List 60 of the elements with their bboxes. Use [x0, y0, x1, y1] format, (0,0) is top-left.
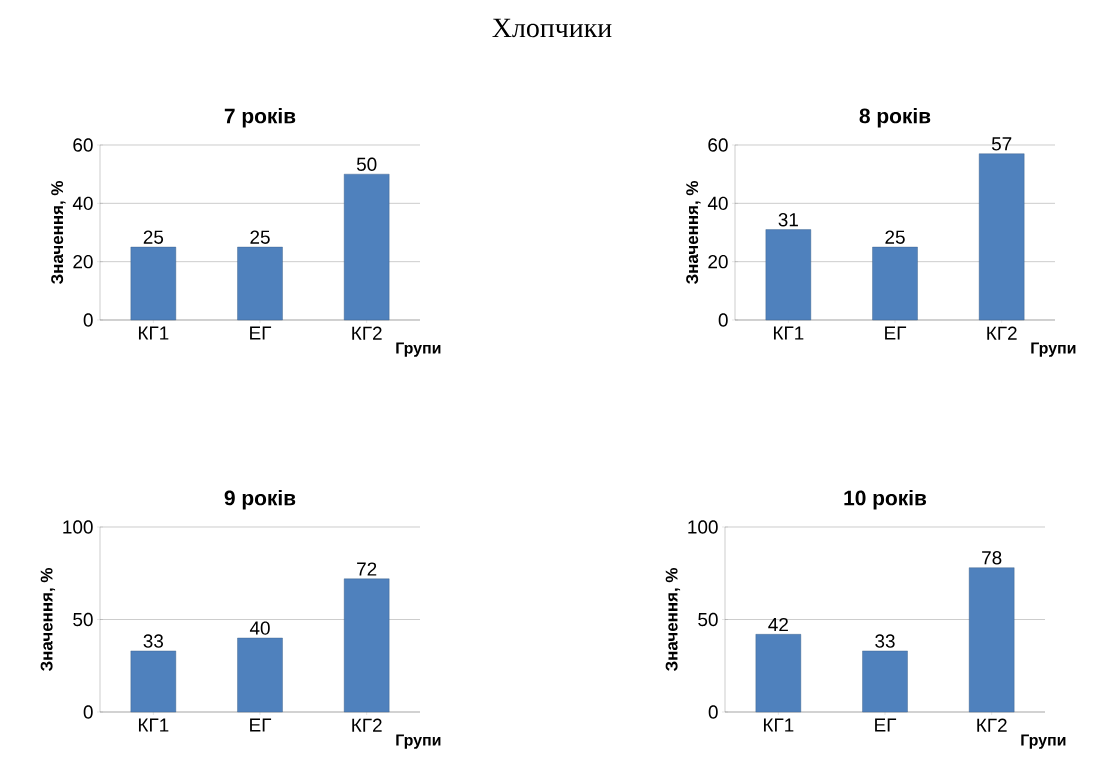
- y-tick-label: 40: [707, 196, 728, 211]
- data-label: 33: [143, 634, 164, 648]
- data-label: 57: [991, 137, 1012, 151]
- bar: [130, 650, 177, 713]
- x-tick-label: КГ1: [138, 326, 169, 340]
- x-tick-label: КГ1: [763, 718, 794, 732]
- y-tick-label: 20: [708, 254, 728, 269]
- data-label: 25: [250, 230, 270, 244]
- y-tick-label: 20: [73, 254, 93, 269]
- data-label: 78: [982, 551, 1002, 565]
- y-axis-title: Значення, %: [686, 181, 701, 285]
- x-axis-title: Групи: [396, 342, 441, 357]
- x-tick-label: КГ2: [977, 718, 1007, 732]
- bar: [872, 246, 918, 321]
- y-tick-label: 100: [688, 520, 718, 534]
- x-tick-label: КГ1: [773, 326, 804, 340]
- data-label: 42: [768, 617, 788, 632]
- data-label: 40: [249, 621, 270, 635]
- y-tick-label: 60: [708, 138, 728, 152]
- x-axis-title: Групи: [396, 734, 441, 749]
- bar: [765, 229, 812, 321]
- y-tick-label: 50: [73, 612, 93, 627]
- x-tick-label: ЕГ: [885, 326, 907, 340]
- x-tick-label: КГ2: [352, 326, 382, 340]
- data-label: 33: [875, 634, 895, 648]
- chart-title: 8 років: [859, 108, 931, 128]
- y-tick-label: 50: [698, 612, 718, 627]
- bar: [862, 650, 908, 713]
- text: Хлопчики: [492, 18, 612, 38]
- bar: [237, 637, 283, 713]
- x-tick-label: КГ2: [987, 326, 1017, 340]
- x-tick-label: ЕГ: [250, 718, 272, 732]
- x-tick-label: КГ2: [352, 718, 382, 732]
- x-axis-title: Групи: [1031, 342, 1076, 357]
- y-axis-title: Значення, %: [51, 181, 66, 285]
- y-tick-label: 60: [73, 138, 93, 152]
- data-label: 50: [356, 157, 377, 171]
- y-tick-label: 100: [63, 520, 93, 534]
- y-axis-title: Значення, %: [40, 568, 56, 672]
- y-tick-label: 0: [83, 313, 93, 327]
- bar: [978, 153, 1025, 321]
- x-tick-label: ЕГ: [250, 326, 272, 340]
- data-label: 25: [143, 230, 164, 244]
- y-tick-label: 40: [72, 196, 93, 211]
- data-label: 25: [885, 230, 905, 244]
- data-label: 31: [778, 212, 798, 227]
- bar: [968, 567, 1015, 713]
- chart-title: 7 років: [224, 108, 296, 128]
- chart-title: 10 років: [844, 490, 927, 510]
- x-tick-label: КГ1: [138, 718, 169, 732]
- y-axis-title: Значення, %: [665, 568, 681, 672]
- y-tick-label: 0: [708, 705, 718, 719]
- x-tick-label: ЕГ: [875, 718, 897, 732]
- y-tick-label: 0: [83, 705, 93, 719]
- bar: [343, 578, 390, 713]
- x-axis-title: Групи: [1021, 734, 1066, 749]
- data-label: 72: [357, 562, 377, 576]
- bar: [755, 634, 802, 713]
- y-tick-label: 0: [718, 313, 728, 327]
- chart-title: 9 років: [224, 490, 296, 510]
